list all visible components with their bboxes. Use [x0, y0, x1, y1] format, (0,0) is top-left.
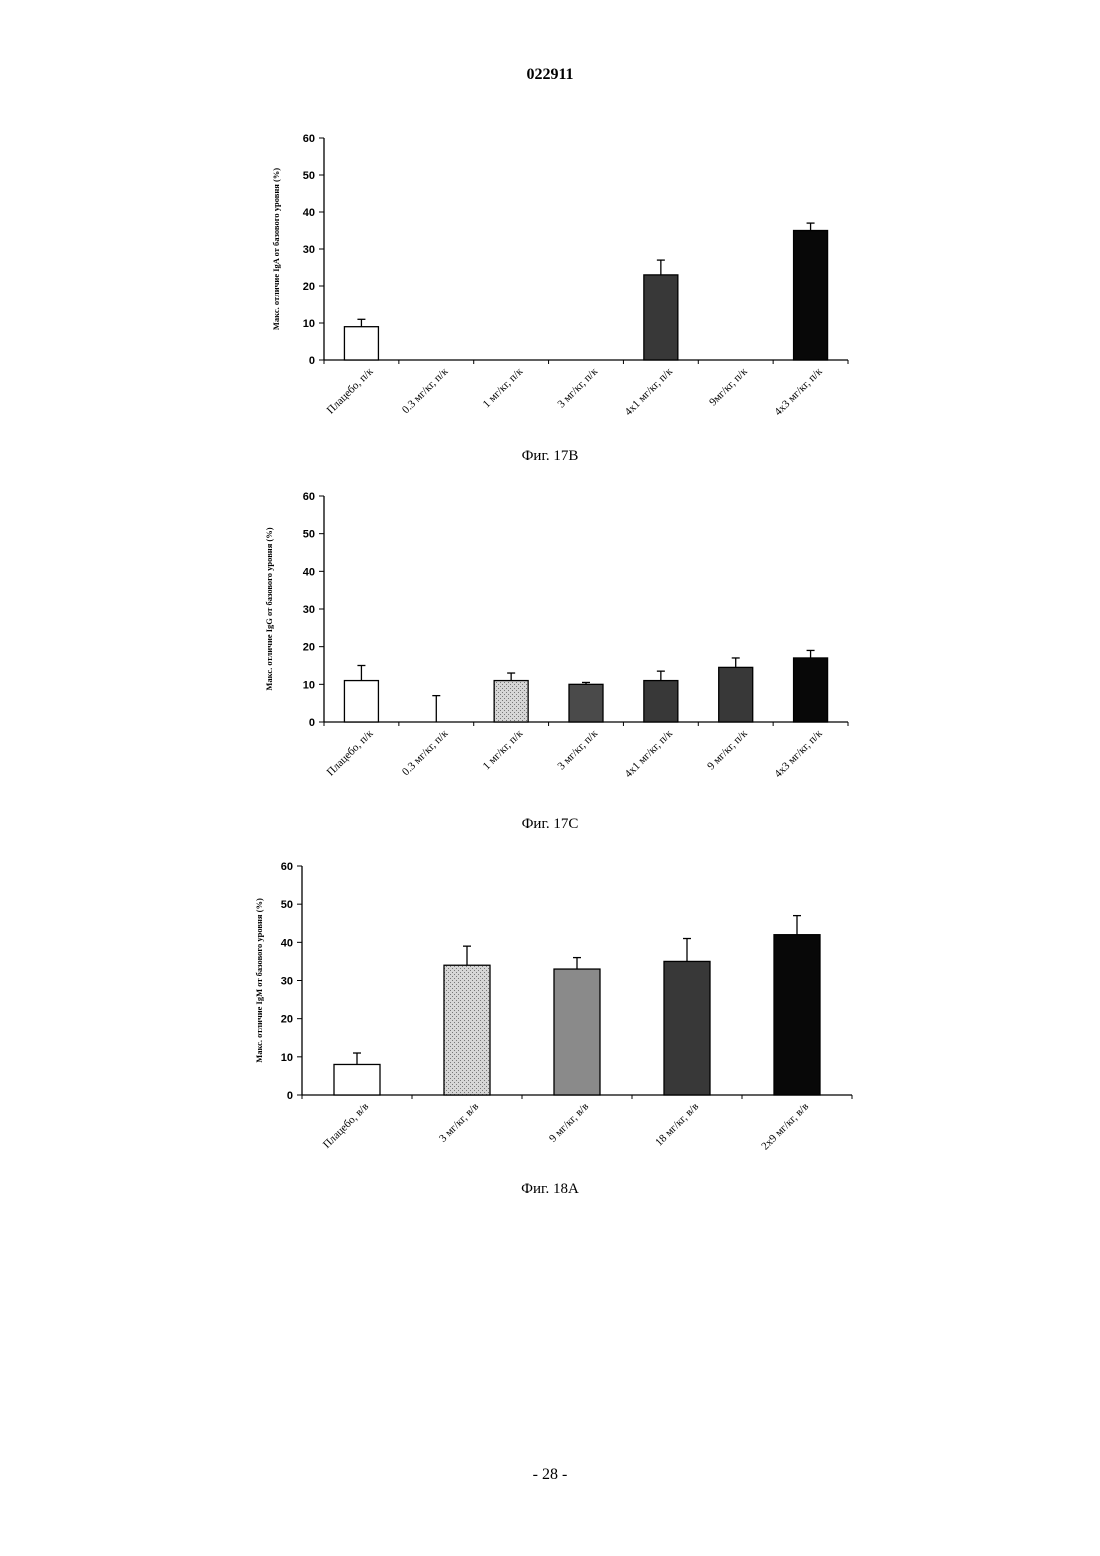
y-tick-label: 30: [303, 244, 315, 256]
category-label: Плацебо, п/к: [325, 365, 376, 416]
category-label: 3 мг/кг, п/к: [555, 727, 600, 772]
category-label: 4x1 мг/кг, п/к: [623, 727, 676, 780]
figure-caption: Фиг. 17B: [522, 448, 579, 464]
category-label: 1 мг/кг, п/к: [481, 365, 526, 410]
bar: [774, 935, 820, 1095]
chart-18a-svg: 0 10 20 30 40 50 60 Макс. отличие IgM от базово…: [0, 848, 1100, 1203]
y-tick-label: 10: [303, 318, 315, 330]
bar: [494, 681, 528, 722]
figure-caption: Фиг. 17C: [522, 816, 579, 832]
category-label: 9 мг/кг, в/в: [547, 1101, 591, 1145]
y-tick-label: 60: [303, 491, 315, 503]
y-tick-label: 40: [281, 937, 293, 949]
bar: [444, 965, 490, 1095]
y-tick-label: 20: [303, 642, 315, 654]
bar: [664, 961, 710, 1095]
y-tick-label: 60: [303, 133, 315, 145]
y-tick-label: 10: [281, 1052, 293, 1064]
figure-17c: 0 10 20 30 40 50 60 Макс. отличие IgG от базово…: [0, 478, 1100, 838]
y-tick-label: 40: [303, 207, 315, 219]
category-label: 9 мг/кг, п/к: [705, 727, 750, 772]
category-label: 9мг/кг, п/к: [707, 365, 750, 408]
document-number: 022911: [0, 66, 1100, 84]
bar: [334, 1064, 380, 1095]
category-label: 4x3 мг/кг, п/к: [772, 727, 825, 780]
category-label: 4x1 мг/кг, п/к: [623, 365, 676, 418]
y-tick-label: 0: [309, 355, 315, 367]
category-label: 0.3 мг/кг, п/к: [400, 365, 451, 416]
y-tick-label: 40: [303, 566, 315, 578]
y-tick-label: 20: [303, 281, 315, 293]
y-tick-label: 30: [281, 976, 293, 988]
category-label: Плацебо, п/к: [325, 727, 376, 778]
figure-18a: 0 10 20 30 40 50 60 Макс. отличие IgM от базово…: [0, 848, 1100, 1203]
bar: [719, 667, 753, 722]
category-label: 0.3 мг/кг, п/к: [400, 727, 451, 778]
y-axis-label: Макс. отличие IgG от базового уровня (%): [264, 527, 274, 690]
y-tick-label: 50: [303, 170, 315, 182]
y-tick-label: 30: [303, 604, 315, 616]
y-axis-label: Макс. отличие IgM от базового уровня (%): [254, 898, 264, 1063]
y-tick-label: 0: [309, 717, 315, 729]
bar: [644, 681, 678, 722]
y-tick-label: 60: [281, 861, 293, 873]
y-tick-label: 50: [303, 529, 315, 541]
category-label: 3 мг/кг, в/в: [437, 1101, 481, 1145]
category-label: 3 мг/кг, п/к: [555, 365, 600, 410]
bar: [794, 658, 828, 722]
figure-17b: 0 10 20 30 40 50 60 Макс. отличие IgA от базово…: [0, 120, 1100, 470]
y-axis-label: Макс. отличие IgA от базового уровня (%): [271, 168, 281, 330]
bar: [644, 275, 678, 360]
y-tick-label: 10: [303, 679, 315, 691]
chart-17b-svg: 0 10 20 30 40 50 60 Макс. отличие IgA от базово…: [0, 120, 1100, 470]
category-label: 2x9 мг/кг, в/в: [759, 1101, 811, 1153]
bar: [344, 681, 378, 722]
bar: [569, 684, 603, 722]
bar: [344, 327, 378, 360]
category-label: 4x3 мг/кг, п/к: [772, 365, 825, 418]
category-label: Плацебо, в/в: [321, 1101, 371, 1151]
category-label: 18 мг/кг, в/в: [653, 1101, 701, 1149]
page-number: - 28 -: [0, 1466, 1100, 1484]
bar: [794, 231, 828, 361]
y-tick-label: 50: [281, 899, 293, 911]
figure-caption: Фиг. 18A: [521, 1181, 579, 1197]
y-tick-label: 20: [281, 1014, 293, 1026]
category-label: 1 мг/кг, п/к: [481, 727, 526, 772]
bar: [554, 969, 600, 1095]
chart-17c-svg: 0 10 20 30 40 50 60 Макс. отличие IgG от базово…: [0, 478, 1100, 838]
y-tick-label: 0: [287, 1090, 293, 1102]
